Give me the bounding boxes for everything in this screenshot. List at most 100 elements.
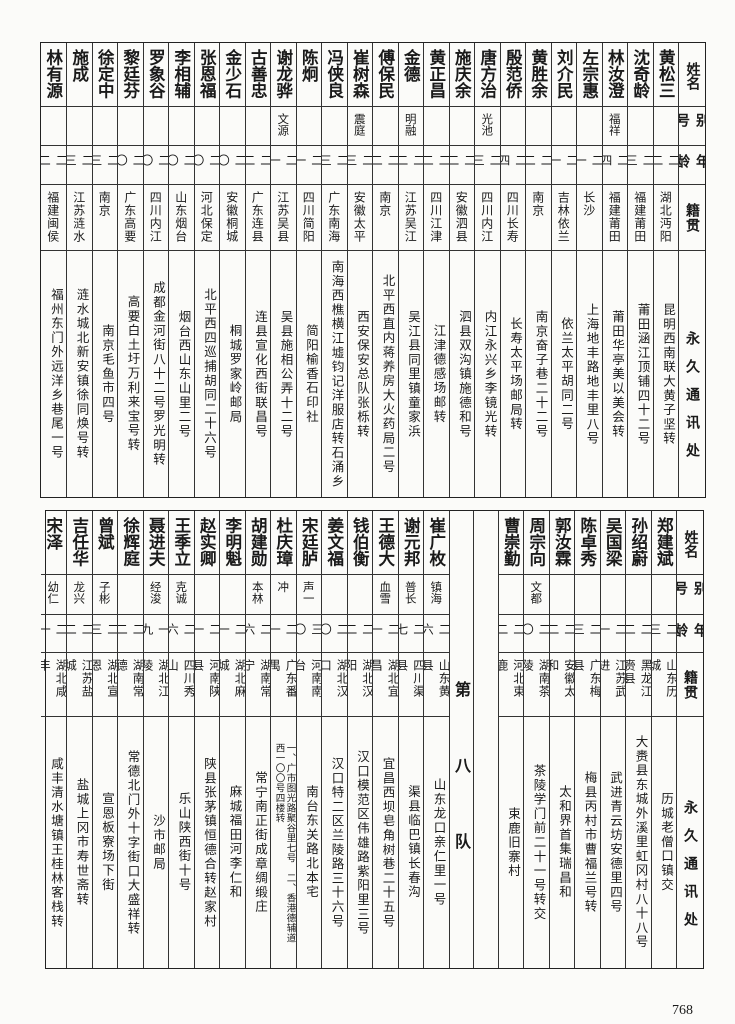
cell-address: 莆田华亭美以美会转: [610, 309, 625, 439]
cell-address: 昆明西南联大黄子坚转: [661, 302, 676, 446]
cell-age: 二一: [600, 615, 625, 653]
page-number: 768: [672, 1003, 693, 1018]
cell-address: 大赉县东城外溪里虹冈村八十八号: [633, 735, 649, 950]
cell-native: 江苏武进: [600, 653, 625, 717]
cell-address: 依兰太平胡同二号: [559, 316, 574, 432]
table-row: 崔树森 震庭 二三 安徽太平 西安保安总队张栎转: [346, 43, 372, 497]
cell-age: 二六: [245, 615, 270, 653]
cell-age: 二一: [551, 146, 576, 185]
table-row: 杜庆璋冲二一 广东番禺 一、广市图光路聚谷里七号 二、香港德辅道 西一〇〇号四楼转: [270, 511, 296, 968]
cell-alias: [322, 107, 347, 146]
cell-age: 二〇: [118, 146, 143, 185]
table-row: 沈奇龄 二三 福建莆田 莆田涵江顶铺四十二号: [627, 43, 653, 497]
cell-alias: [347, 575, 372, 615]
header-address: 永久通讯处: [682, 799, 698, 940]
cell-name: 沈奇龄: [628, 43, 653, 107]
cell-alias: [245, 107, 270, 146]
cell-name: 崔广枚: [424, 511, 449, 575]
cell-address: 渠县临巴镇长春沟: [406, 785, 421, 900]
cell-address: 桐城罗家岭邮局: [227, 323, 243, 425]
cell-address: 连县宣化西街联昌号: [253, 309, 268, 439]
table-row: 李相辅 二〇 山东烟台 烟台西山东山里二号: [168, 43, 194, 497]
table-row: 金少石 二〇 安徽桐城 桐城罗家岭邮局: [219, 43, 245, 497]
cell-name: 黄胜余: [526, 43, 551, 107]
cell-age: 二二: [449, 146, 474, 185]
table-row: 曾斌 子彬 二三 湖北宣恩 宣恩板寮场下街: [91, 511, 117, 968]
cell-name: 冯侠良: [322, 43, 347, 107]
cell-address: 长寿太平场邮局转: [508, 316, 523, 432]
cell-native: 湖北汉阳: [347, 653, 372, 717]
cell-name: 姜文福: [322, 511, 347, 575]
cell-address: 江津德感场邮转: [431, 323, 447, 425]
cell-age: 二一: [271, 615, 296, 653]
cell-name: 郑建斌: [651, 511, 676, 575]
table-row: 聂进夫 经浚 一九 湖北江陵 沙市邮局: [142, 511, 168, 968]
cell-name: 林有源: [40, 43, 66, 107]
cell-age: 二二: [373, 146, 398, 185]
cell-name: 孙绍蔚: [626, 511, 651, 575]
cell-name: 吴国梁: [600, 511, 625, 575]
cell-native: 吉林依兰: [551, 185, 576, 251]
table-row: 胡建勋 本林 二六 湖南常宁 常宁南正街成章绸缎庄: [244, 511, 270, 968]
cell-native: 安徽太平: [347, 185, 372, 251]
table-row: 郑建斌 二三 山东历城 历城老僧口镇交: [650, 511, 676, 968]
cell-age: 二三: [575, 615, 600, 653]
cell-address: 南京毛鱼市四号: [100, 323, 115, 425]
cell-native: 广东梅县: [575, 653, 600, 717]
cell-address: 茶陵学门前二十一号转交: [531, 763, 547, 922]
cell-age: 二二: [67, 615, 92, 653]
cell-age: 二三: [92, 146, 117, 185]
cell-alias: [577, 107, 602, 146]
cell-alias: [373, 107, 398, 146]
cell-name: 聂进夫: [143, 511, 168, 575]
cell-name: 陈炯: [296, 43, 321, 107]
cell-age: 二二: [498, 615, 523, 653]
cell-native: 广东高要: [118, 185, 143, 251]
cell-address: 北平西直内蒋养房大火药局二号: [380, 273, 396, 475]
header-address: 永久通讯处: [684, 331, 700, 471]
table-row: 古善忠 二二 广东连县 连县宣化西街联昌号: [244, 43, 270, 497]
table-row: 王德大 血雪 二一 湖北宜昌 宜昌西坝皂角树巷二十五号: [372, 511, 398, 968]
header-alias: 别号: [677, 575, 703, 615]
cell-native: 湖北汉口: [322, 653, 347, 717]
cell-address: 北平西四巡捕胡同二十六号: [202, 288, 217, 460]
cell-native: 河北束鹿: [498, 653, 523, 717]
section-label: 第八队: [448, 511, 473, 968]
cell-address: 一、广市图光路聚谷里七号 二、香港德辅道 西一〇〇号四楼转: [273, 742, 296, 943]
cell-age: 三〇: [296, 615, 321, 653]
cell-age: 二〇: [194, 146, 219, 185]
cell-address: 吴江县同里镇童家浜: [406, 309, 421, 439]
table-row: 林汝澄 福祥 二四 福建莆田 莆田华亭美以美会转: [601, 43, 627, 497]
cell-alias: 子彬: [92, 575, 117, 615]
cell-name: 金少石: [220, 43, 245, 107]
table-row: 陈卓秀 二三 广东梅县 梅县丙村市曹福兰号转: [574, 511, 600, 968]
table-row: 林有源 二二 福建闽侯 福州东门外远洋乡巷尾一号: [40, 43, 66, 497]
cell-address: 涟水城北新安镇徐同焕号转: [74, 288, 90, 460]
table-row: 孙绍蔚 二二 黑龙江赍县 大赉县东城外溪里虹冈村八十八号: [625, 511, 651, 968]
cell-alias: 声一: [296, 575, 321, 615]
cell-native: 湖北麻城: [220, 653, 245, 717]
table-row: 张恩福 二〇 河北保定 北平西四巡捕胡同二十六号: [193, 43, 219, 497]
cell-alias: [67, 107, 92, 146]
cell-age: 二〇: [143, 146, 168, 185]
cell-address: 汉口模范区伟雄路紫阳里三号: [355, 749, 370, 936]
table-row: 李明魁 二一 湖北麻城 麻城福田河李仁和: [219, 511, 245, 968]
cell-name: 古善忠: [245, 43, 270, 107]
cell-address: 西安保安总队张栎转: [355, 309, 370, 439]
cell-native: 河南陕县: [194, 653, 219, 717]
cell-address: 上海地丰路地丰里八号: [584, 302, 600, 446]
cell-native: 湖北江陵: [143, 653, 168, 717]
cell-name: 曹崇勤: [498, 511, 523, 575]
cell-native: 河南南台: [296, 653, 321, 717]
cell-name: 徐辉庭: [118, 511, 143, 575]
cell-age: 二〇: [524, 615, 549, 653]
cell-address: 沙市邮局: [151, 813, 166, 872]
cell-age: 二六: [424, 615, 449, 653]
cell-native: 江苏涟水: [67, 185, 92, 251]
cell-name: 黄松三: [653, 43, 678, 107]
cell-alias: [40, 107, 66, 146]
cell-native: 湖南常宁: [245, 653, 270, 717]
cell-name: 赵实卿: [194, 511, 219, 575]
cell-alias: 文都: [524, 575, 549, 615]
table-row: 黎廷芬 二〇 广东高要 高要白土圩万利来宝号转: [117, 43, 143, 497]
